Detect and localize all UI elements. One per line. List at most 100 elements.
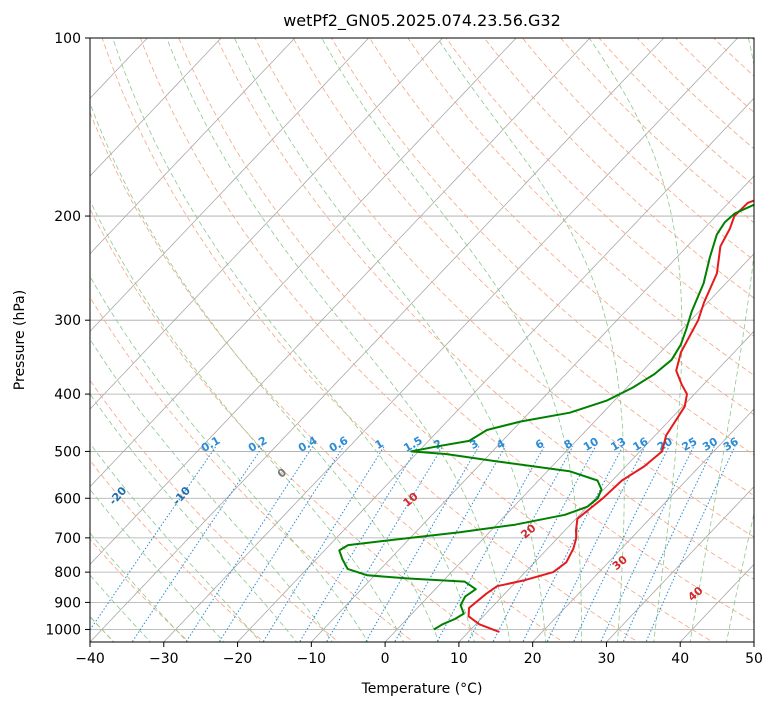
- mixing-ratio-label: 4: [494, 437, 507, 452]
- x-tick-label: −30: [149, 651, 179, 667]
- x-tick-label: −10: [297, 651, 327, 667]
- mixing-ratio-label: 13: [609, 435, 629, 454]
- isotherm-line: [237, 97, 754, 642]
- mixing-ratio-line: [522, 445, 624, 642]
- dry-adiabat-line: [636, 38, 754, 150]
- mixing-ratio-line: [131, 445, 264, 642]
- dry-adiabat-line: [598, 38, 754, 187]
- mixing-ratio-line: [492, 445, 597, 642]
- moist-adiabat-line: [233, 38, 547, 642]
- moist-adiabat-line: [90, 199, 405, 642]
- dry-adiabat-line: [90, 296, 415, 642]
- mixing-ratio-line: [325, 445, 444, 642]
- dry-adiabat-line: [292, 38, 754, 497]
- dry-adiabat-line: [101, 38, 639, 642]
- moist-adiabat-line: [90, 275, 369, 642]
- mixing-ratio-line: [572, 445, 670, 642]
- moist-adiabat-line: [112, 38, 475, 642]
- mixing-ratio-line: [645, 445, 736, 642]
- mixing-ratio-label: 3: [468, 437, 481, 452]
- y-tick-label: 400: [54, 387, 81, 403]
- plot-frame: [89, 37, 755, 643]
- mixing-ratio-line: [394, 445, 507, 642]
- y-axis-label: Pressure (hPa): [12, 290, 28, 390]
- moist-adiabat-line: [321, 38, 582, 642]
- dry-adiabat-line: [90, 379, 340, 642]
- dry-adiabat-line: [713, 38, 754, 77]
- moist-adiabat-label: 0: [275, 466, 289, 481]
- dry-adiabat-line: [407, 38, 754, 376]
- dry-adiabat-label: -10: [170, 484, 193, 508]
- moist-adiabat-line: [90, 488, 225, 642]
- mixing-ratio-line: [622, 445, 715, 642]
- mixing-ratio-line: [218, 445, 345, 642]
- dry-adiabat-label: -20: [106, 484, 129, 508]
- isotherm-line: [532, 408, 754, 642]
- y-tick-label: 300: [54, 313, 81, 329]
- mixing-ratio-line: [436, 445, 545, 642]
- mixing-ratio-label: 25: [680, 435, 700, 454]
- isotherm-line: [384, 253, 754, 642]
- isotherm-line: [0, 25, 12, 645]
- x-tick-label: 0: [381, 651, 390, 667]
- moist-adiabat-line: [726, 512, 754, 642]
- moist-adiabat-label: 10: [401, 490, 421, 510]
- moist-adiabat-line: [689, 38, 754, 642]
- isotherm-line: [163, 38, 739, 642]
- isotherm-line: [310, 175, 754, 642]
- moist-adiabat-line: [90, 442, 261, 642]
- dry-adiabat-line: [90, 111, 564, 642]
- y-tick-label: 800: [54, 565, 81, 581]
- dry-adiabat-line: [216, 38, 754, 580]
- isotherm-line: [90, 38, 517, 488]
- dry-adiabat-line: [139, 38, 714, 642]
- y-tick-label: 600: [54, 491, 81, 507]
- dry-adiabat-line: [483, 38, 754, 299]
- y-tick-label: 700: [54, 531, 81, 547]
- moist-adiabat-label: 30: [610, 553, 630, 573]
- moist-adiabat-line: [90, 532, 188, 642]
- dry-adiabat-line: [90, 459, 265, 642]
- isotherm-line: [90, 38, 296, 255]
- x-tick-label: −40: [75, 651, 105, 667]
- mixing-ratio-line: [90, 445, 217, 631]
- mixing-ratio-line: [262, 445, 385, 642]
- moist-adiabat-line: [90, 338, 333, 642]
- x-axis-label: Temperature (°C): [361, 681, 483, 697]
- moist-adiabat-label: 40: [685, 584, 705, 604]
- y-tick-label: 500: [54, 444, 81, 460]
- x-tick-label: 30: [598, 651, 616, 667]
- mixing-ratio-line: [185, 445, 314, 642]
- dry-adiabat-line: [90, 208, 489, 642]
- mixing-ratio-line: [299, 445, 419, 642]
- y-tick-label: 100: [54, 31, 81, 47]
- y-tick-label: 200: [54, 209, 81, 225]
- y-axis: 100 200 300 400 500 600 700 800 900 1000: [45, 31, 90, 638]
- mixing-ratio-label: 6: [533, 437, 546, 452]
- y-tick-label: 900: [54, 595, 81, 611]
- moist-adiabat-line: [90, 574, 152, 642]
- mixing-ratio-label: 30: [700, 435, 720, 454]
- mixing-ratio-line: [365, 445, 480, 642]
- mixing-ratio-label: 2: [431, 437, 444, 452]
- isotherm-line: [753, 641, 754, 642]
- isotherm-line: [90, 38, 591, 565]
- y-tick-label: 1000: [45, 622, 81, 638]
- plot-area: [0, 25, 754, 645]
- dry-adiabat-line: [178, 38, 754, 623]
- x-tick-label: 20: [524, 651, 542, 667]
- moist-adiabat-line: [436, 38, 625, 642]
- mixing-ratio-label: 16: [631, 435, 651, 454]
- moist-adiabat-line: [90, 393, 298, 642]
- dewpoint-trace: [338, 203, 754, 631]
- isotherm-line: [90, 38, 444, 410]
- moist-adiabat-line: [166, 38, 511, 642]
- x-tick-label: 50: [745, 651, 763, 667]
- mixing-ratio-line: [467, 445, 574, 642]
- isotherm-line: [458, 330, 754, 642]
- sounding-traces: [338, 199, 754, 633]
- dry-adiabat-line: [445, 38, 754, 337]
- chart-title: wetPf2_GN05.2025.074.23.56.G32: [283, 11, 561, 31]
- x-axis: −40 −30 −20 −10 0 10 20 30 40 50: [75, 642, 763, 667]
- temperature-trace: [467, 199, 754, 633]
